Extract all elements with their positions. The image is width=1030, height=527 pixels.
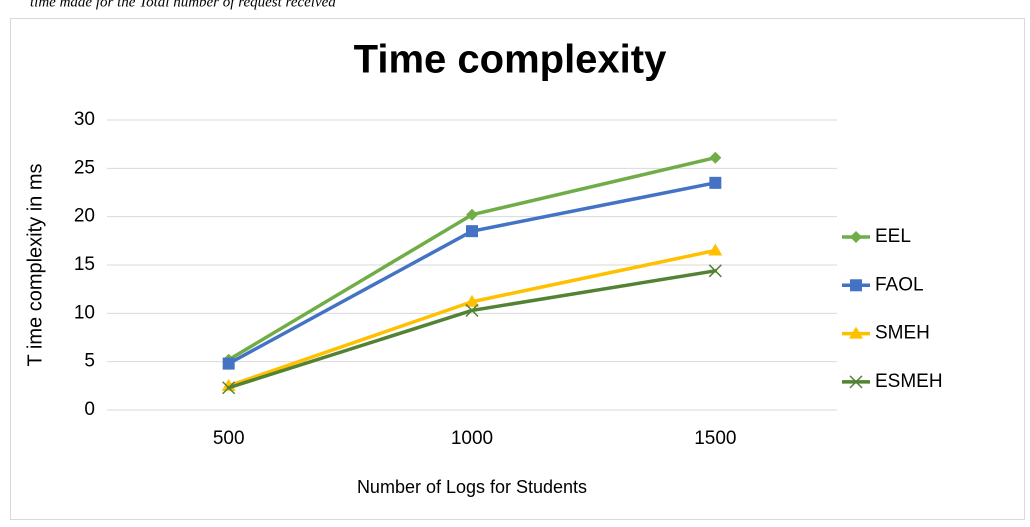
- data-point: [222, 357, 235, 370]
- x-axis-label: Number of Logs for Students: [357, 477, 587, 497]
- x-tick-label: 1000: [451, 428, 493, 449]
- y-tick-label: 15: [74, 254, 95, 275]
- legend-label: SMEH: [875, 323, 930, 344]
- y-tick-label: 5: [84, 351, 95, 372]
- y-tick-label: 30: [74, 109, 95, 130]
- legend-marker: [849, 375, 863, 389]
- y-axis-label: T ime complexity in ms: [24, 163, 46, 366]
- data-point: [222, 381, 236, 395]
- data-point: [709, 151, 722, 164]
- data-point: [708, 243, 723, 256]
- y-tick-label: 0: [84, 399, 95, 420]
- x-tick-label: 1500: [694, 428, 736, 449]
- legend-label: ESMEH: [875, 371, 943, 392]
- legend-label: FAOL: [875, 274, 924, 295]
- chart-title: Time complexity: [354, 38, 667, 82]
- data-point: [708, 264, 722, 278]
- caption: time made for the Total number of reques…: [30, 0, 336, 10]
- data-point: [465, 303, 479, 317]
- data-point: [466, 225, 478, 238]
- y-tick-label: 25: [74, 157, 95, 178]
- legend-marker: [850, 231, 862, 243]
- data-point: [466, 208, 478, 221]
- data-point: [709, 176, 722, 189]
- data-point: [465, 294, 479, 307]
- legend-label: EEL: [875, 226, 911, 247]
- y-tick-label: 20: [74, 206, 95, 227]
- legend-marker: [849, 326, 863, 339]
- y-tick-label: 10: [74, 302, 95, 323]
- chart-frame: [10, 18, 1025, 520]
- x-tick-label: 500: [213, 428, 245, 449]
- legend-marker: [850, 279, 862, 292]
